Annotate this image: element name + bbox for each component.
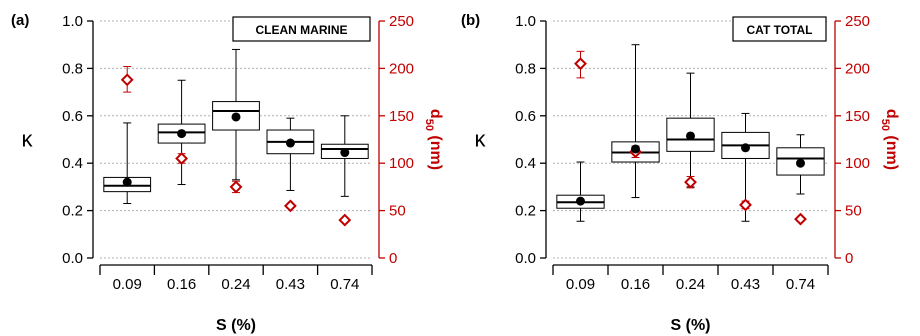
chart-panel-1: 0.0 0.2 0.4 0.6 0.8 1.0 0 50 100 150 200 250 0.09 0.1… <box>11 12 444 334</box>
title-box <box>232 16 371 42</box>
y2-axis-label: d50 (nm) <box>879 109 900 170</box>
y2-tick-label: 250 <box>845 13 870 30</box>
kappa-mean-point <box>177 129 187 139</box>
chart-panel-2: 0.0 0.2 0.4 0.6 0.8 1.0 0 50 100 150 200 250 0.09 0.1… <box>461 12 900 334</box>
kappa-mean-point <box>285 138 295 148</box>
y2-tick-label: 200 <box>845 60 870 77</box>
d50-point <box>120 73 134 87</box>
d50-point <box>338 213 352 227</box>
x-tick-label: 0.09 <box>113 276 142 293</box>
y2-tick-label: 50 <box>389 203 406 220</box>
x-tick-label: 0.74 <box>330 276 359 293</box>
y-tick-label: 0.0 <box>515 250 536 267</box>
x-tick-label: 0.24 <box>221 276 250 293</box>
kappa-mean-point <box>122 177 132 187</box>
y2-tick-label: 0 <box>389 250 397 267</box>
y2-tick-label: 100 <box>845 155 870 172</box>
y-axis-label: κ <box>22 127 34 152</box>
x-tick-label: 0.16 <box>167 276 196 293</box>
x-tick-label: 0.43 <box>731 276 760 293</box>
y-tick-label: 0.2 <box>62 203 83 220</box>
d50-point <box>684 175 697 189</box>
y-tick-label: 0.6 <box>515 108 536 125</box>
y2-axis-label-unit: (nm) <box>427 131 444 170</box>
y-tick-label: 0.0 <box>62 250 83 267</box>
y-tick-label: 0.6 <box>62 108 83 125</box>
d50-point <box>175 152 189 165</box>
kappa-mean-point <box>796 158 805 168</box>
y2-axis-label-sub: 50 <box>879 119 891 131</box>
y-tick-label: 0.4 <box>515 155 536 172</box>
y-tick-label: 0.4 <box>62 155 83 172</box>
y2-tick-label: 150 <box>389 108 414 125</box>
kappa-mean-point <box>631 144 640 154</box>
y2-tick-label: 150 <box>845 108 870 125</box>
panel-label: (a) <box>11 12 29 29</box>
y2-tick-label: 0 <box>845 250 853 267</box>
y2-axis-label-unit: (nm) <box>883 131 900 170</box>
box <box>776 147 825 176</box>
y-tick-label: 1.0 <box>515 13 536 30</box>
chart-title: CAT TOTAL <box>747 23 813 37</box>
x-axis-label: S (%) <box>216 317 256 334</box>
kappa-mean-point <box>231 112 241 122</box>
y2-tick-label: 250 <box>389 13 414 30</box>
d50-point <box>739 198 752 212</box>
d50-point <box>574 57 587 71</box>
kappa-mean-point <box>576 196 585 206</box>
y2-axis-label-main: d <box>883 109 900 119</box>
y2-axis-label: d50 (nm) <box>423 109 444 170</box>
x-tick-label: 0.74 <box>786 276 815 293</box>
chart-title: CLEAN MARINE <box>256 23 348 37</box>
x-axis-label: S (%) <box>671 317 711 334</box>
y2-tick-label: 50 <box>845 203 862 220</box>
d50-point <box>283 199 297 213</box>
x-tick-label: 0.43 <box>276 276 305 293</box>
y-tick-label: 0.8 <box>62 60 83 77</box>
x-tick-label: 0.09 <box>566 276 595 293</box>
x-tick-label: 0.16 <box>621 276 650 293</box>
kappa-mean-point <box>340 148 350 158</box>
kappa-mean-point <box>686 131 695 141</box>
d50-point <box>229 180 243 194</box>
kappa-mean-point <box>741 143 750 153</box>
y2-axis-label-main: d <box>427 109 444 119</box>
y2-axis-label-sub: 50 <box>423 119 435 131</box>
y-tick-label: 1.0 <box>62 13 83 30</box>
y-tick-label: 0.2 <box>515 203 536 220</box>
y2-tick-label: 200 <box>389 60 414 77</box>
x-tick-label: 0.24 <box>676 276 705 293</box>
y2-tick-label: 100 <box>389 155 414 172</box>
panel-label: (b) <box>461 12 480 29</box>
y-axis-label: κ <box>475 127 487 152</box>
y-tick-label: 0.8 <box>515 60 536 77</box>
title-box <box>732 16 827 42</box>
d50-point <box>794 212 807 226</box>
